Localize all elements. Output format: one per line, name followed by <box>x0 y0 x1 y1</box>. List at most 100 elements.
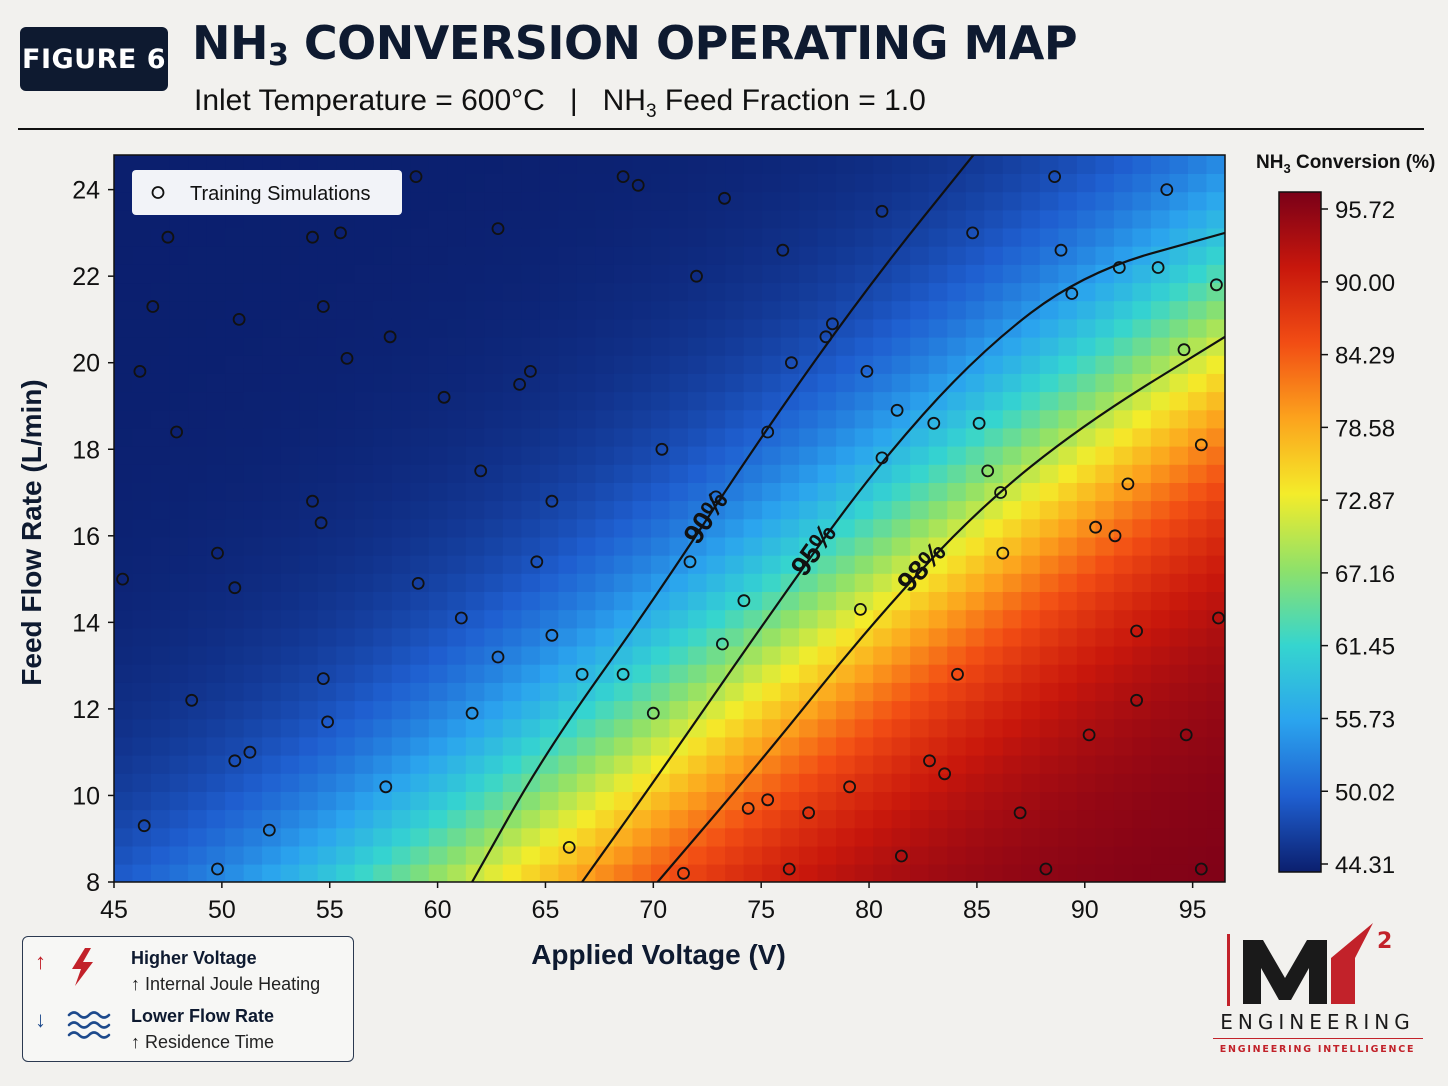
heat-cell <box>1188 191 1208 211</box>
heat-cell <box>188 773 208 792</box>
heat-cell <box>280 663 300 683</box>
heat-cell <box>817 354 837 374</box>
data-point <box>316 300 330 313</box>
heat-cell <box>669 827 689 847</box>
heat-cell <box>1132 336 1152 356</box>
heat-cell <box>225 282 245 302</box>
heat-cell <box>873 300 893 320</box>
heat-cell <box>1002 300 1023 320</box>
heat-cell <box>428 300 449 320</box>
heat-cell <box>317 591 337 611</box>
heat-cell <box>725 318 745 338</box>
heat-cell <box>799 609 819 629</box>
heat-cell <box>225 682 245 702</box>
heat-cell <box>1132 663 1152 683</box>
heat-cell <box>447 155 467 174</box>
heat-cell <box>706 809 726 829</box>
heat-cell <box>595 554 615 574</box>
heat-cell <box>428 754 449 774</box>
heat-cell <box>354 627 374 647</box>
heat-cell <box>780 609 800 629</box>
heat-cell <box>891 336 911 356</box>
heat-cell <box>595 627 615 647</box>
data-point <box>170 425 184 439</box>
heat-cell <box>373 373 393 393</box>
heat-cell <box>965 282 986 302</box>
heat-cell <box>132 391 152 411</box>
heat-cell <box>947 609 967 629</box>
heat-cell <box>762 536 782 556</box>
heat-cell <box>1188 845 1208 865</box>
heat-cell <box>428 791 449 811</box>
plot-frame <box>113 154 1226 883</box>
heat-cell <box>669 155 689 174</box>
heat-cell <box>910 736 930 756</box>
heat-cell <box>299 155 319 174</box>
heat-cell <box>132 663 152 683</box>
heat-cell <box>1132 845 1152 865</box>
heat-cell <box>780 845 800 865</box>
heat-cell <box>169 464 189 483</box>
heat-cell <box>262 809 282 829</box>
heat-cell <box>928 845 948 865</box>
heat-cell <box>299 682 319 702</box>
heat-cell <box>928 445 948 465</box>
heat-cell <box>595 318 615 338</box>
heat-cell <box>873 245 893 265</box>
heat-cell <box>799 645 819 665</box>
heat-cell <box>1206 809 1225 829</box>
heat-cell <box>965 536 986 556</box>
heat-cell <box>1206 536 1225 556</box>
heat-cell <box>151 318 171 338</box>
heat-cell <box>151 391 171 411</box>
heat-cell <box>280 773 300 792</box>
heat-cell <box>984 409 1004 429</box>
heat-cell <box>1076 718 1097 738</box>
heat-cell <box>373 736 393 756</box>
heat-cell <box>854 445 874 465</box>
heat-cell <box>336 282 356 302</box>
heat-cell <box>1188 427 1208 447</box>
heat-cell <box>373 318 393 338</box>
heat-cell <box>1150 227 1171 247</box>
heat-cell <box>391 282 412 302</box>
heat-cell <box>465 155 486 174</box>
heat-cell <box>299 573 319 592</box>
heat-cell <box>799 227 819 247</box>
heat-cell <box>743 500 763 520</box>
heat-cell <box>873 354 893 374</box>
heat-cell <box>169 482 189 502</box>
heat-cell <box>188 264 208 284</box>
heat-cell <box>521 209 541 229</box>
heat-cell <box>1150 427 1171 447</box>
heat-cell <box>595 536 615 556</box>
heat-cell <box>725 427 745 447</box>
heat-cell <box>539 809 560 829</box>
heat-cell <box>280 409 300 429</box>
heat-cell <box>169 682 189 702</box>
heat-cell <box>336 155 356 174</box>
heat-cell <box>225 663 245 683</box>
heat-cell <box>280 554 300 574</box>
heat-cell <box>1076 845 1097 865</box>
heat-cell <box>947 373 967 393</box>
heat-cell <box>1206 554 1225 574</box>
heat-cell <box>1169 809 1189 829</box>
heat-cell <box>539 354 560 374</box>
heat-cell <box>688 227 708 247</box>
data-point <box>409 170 423 184</box>
heat-cell <box>1021 536 1041 556</box>
heat-cell <box>1169 627 1189 647</box>
heat-cell <box>984 554 1004 574</box>
heat-cell <box>188 591 208 611</box>
data-point <box>1210 278 1223 292</box>
heat-cell <box>354 409 374 429</box>
heat-cell <box>317 427 337 447</box>
heat-cell <box>817 809 837 829</box>
heat-cell <box>984 773 1004 792</box>
heat-cell <box>114 773 134 792</box>
heat-cell <box>836 209 856 229</box>
heat-cell <box>632 155 652 174</box>
heat-cell <box>1188 827 1208 847</box>
heat-cell <box>725 518 745 538</box>
